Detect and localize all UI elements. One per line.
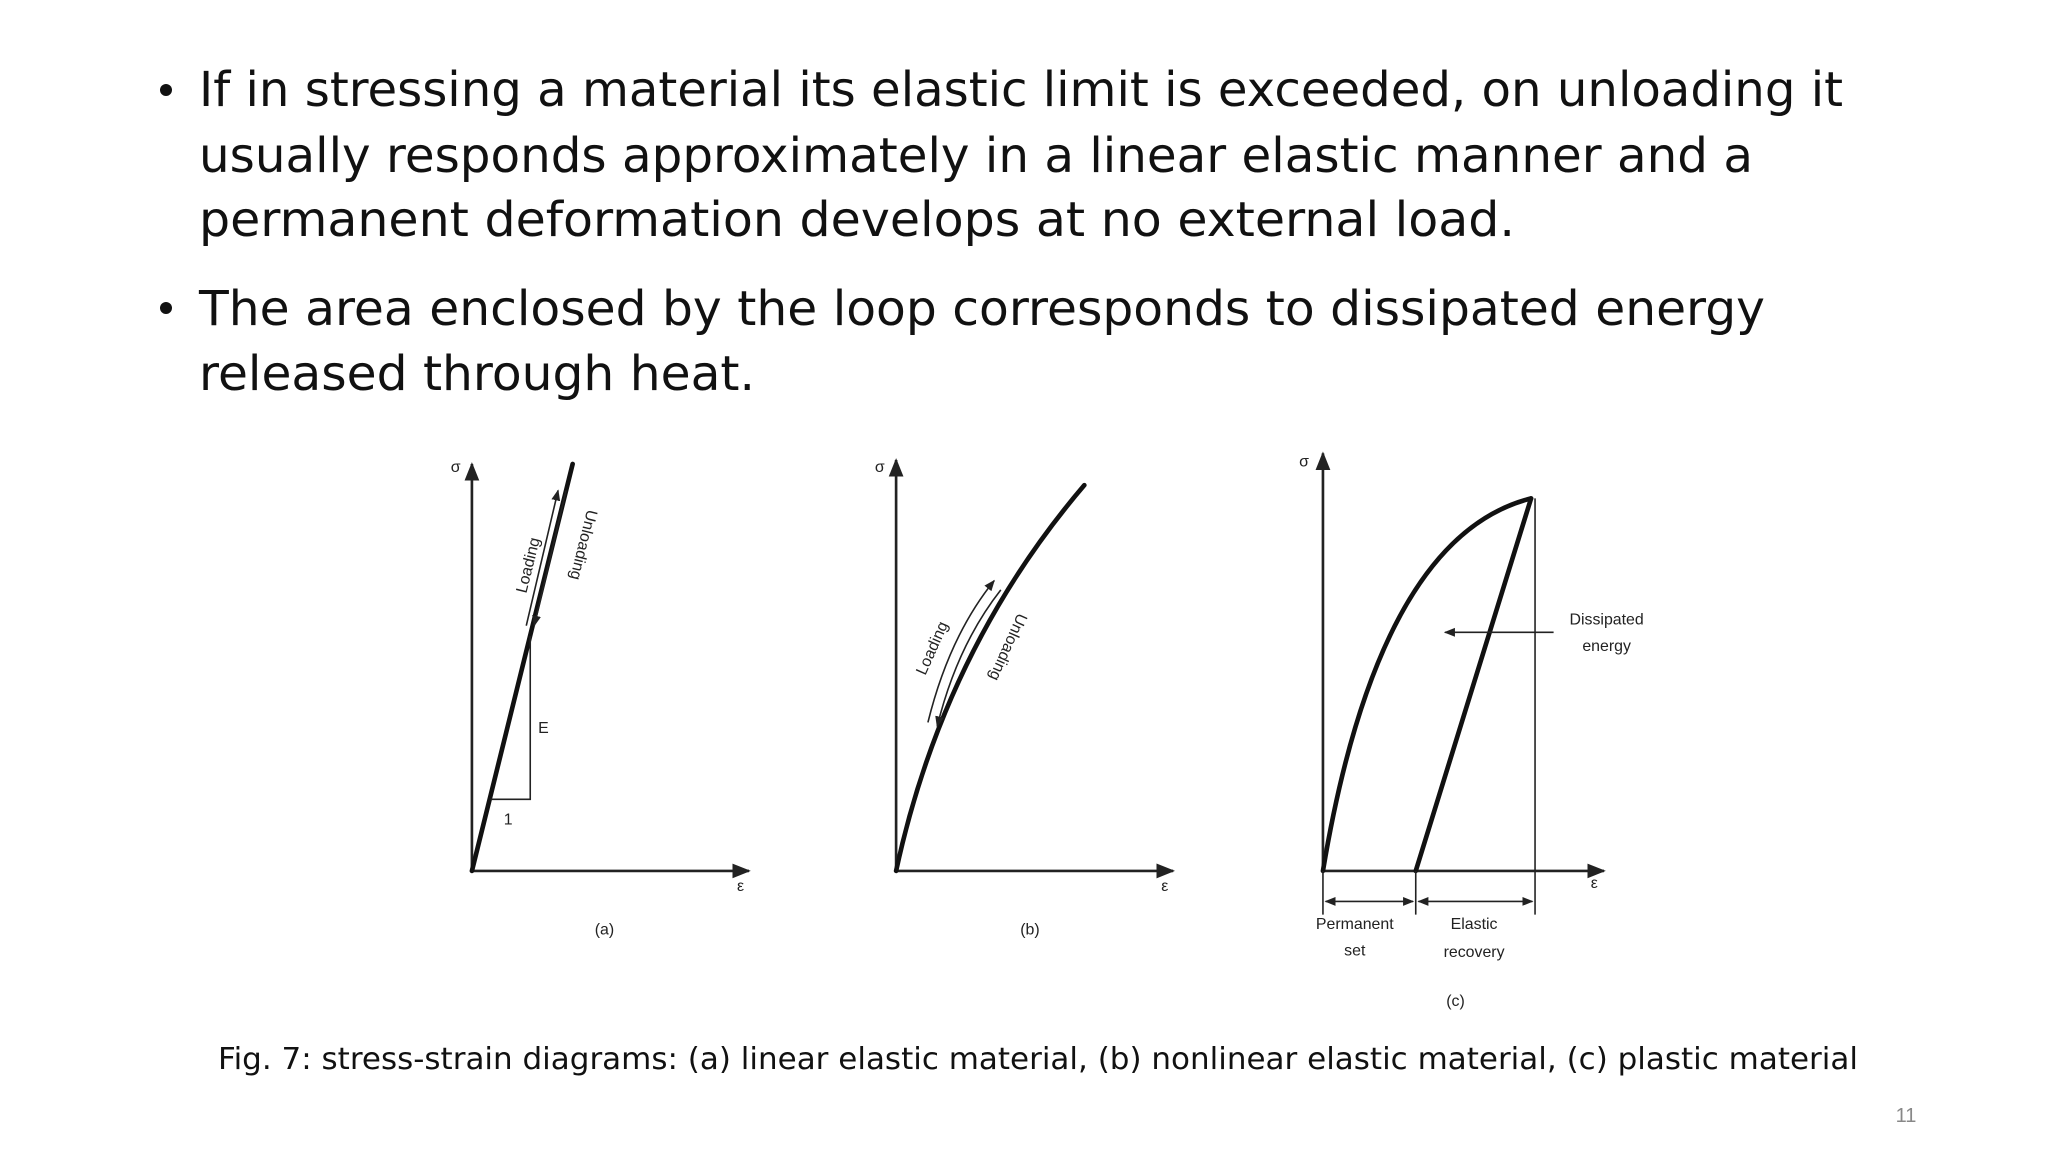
bullet-dot xyxy=(160,302,172,314)
axis-label: ε xyxy=(1161,878,1168,895)
bullet-dot xyxy=(160,84,172,96)
panel-label: (b) xyxy=(1020,922,1039,939)
panel-label: (a) xyxy=(595,922,614,939)
unloading-arrow xyxy=(935,589,1002,728)
bullet-line: released through heat. xyxy=(199,346,755,402)
panel-c: σ ε Dissipated energy Permanent set Elas… xyxy=(1299,451,1644,1010)
loading-label: Loading xyxy=(913,619,952,678)
annotation: Elastic xyxy=(1451,916,1498,933)
axis-label: σ xyxy=(875,459,885,476)
bullet-line: If in stressing a material its elastic l… xyxy=(199,62,1843,118)
axis-label: ε xyxy=(1591,875,1598,892)
bullet-line: permanent deformation develops at no ext… xyxy=(199,192,1515,248)
axis-label: σ xyxy=(451,459,461,476)
unloading-arrow xyxy=(532,490,567,627)
caption: Fig. 7: stress-strain diagrams: (a) line… xyxy=(218,1042,1858,1077)
panel-a: σ ε Loading Unloading E 1 (a) xyxy=(451,459,751,939)
unloading-label: Unloading xyxy=(985,611,1030,683)
page-number: 11 xyxy=(1896,1105,1917,1127)
annotation: energy xyxy=(1582,638,1631,655)
bullet-line: usually responds approximately in a line… xyxy=(199,128,1753,184)
axis-label: ε xyxy=(737,878,744,895)
loading-label: Loading xyxy=(514,536,544,595)
loading-curve xyxy=(1320,496,1534,874)
loading-arrow xyxy=(525,489,561,626)
curve xyxy=(893,482,1087,874)
panel-b: σ ε Loading Unloading (b) xyxy=(875,458,1176,939)
panel-label: (c) xyxy=(1446,993,1465,1010)
slope-triangle xyxy=(490,636,532,801)
run-label: 1 xyxy=(504,812,513,829)
unloading-line xyxy=(1413,496,1534,874)
figure: σ ε Loading Unloading E 1 (a) σ ε Loadin… xyxy=(451,451,1644,1010)
unloading-label: Unloading xyxy=(566,508,600,582)
axis-label: σ xyxy=(1299,454,1309,471)
annotation: set xyxy=(1344,943,1366,960)
annotation: Permanent xyxy=(1316,916,1394,933)
annotation: Dissipated xyxy=(1570,611,1644,628)
bullet-line: The area enclosed by the loop correspond… xyxy=(198,281,1765,337)
slope-label: E xyxy=(538,720,549,737)
guide-line xyxy=(1322,870,1417,915)
bullet-list: If in stressing a material its elastic l… xyxy=(160,62,1843,402)
loading-arrow xyxy=(927,579,995,723)
annotation: recovery xyxy=(1444,944,1505,961)
